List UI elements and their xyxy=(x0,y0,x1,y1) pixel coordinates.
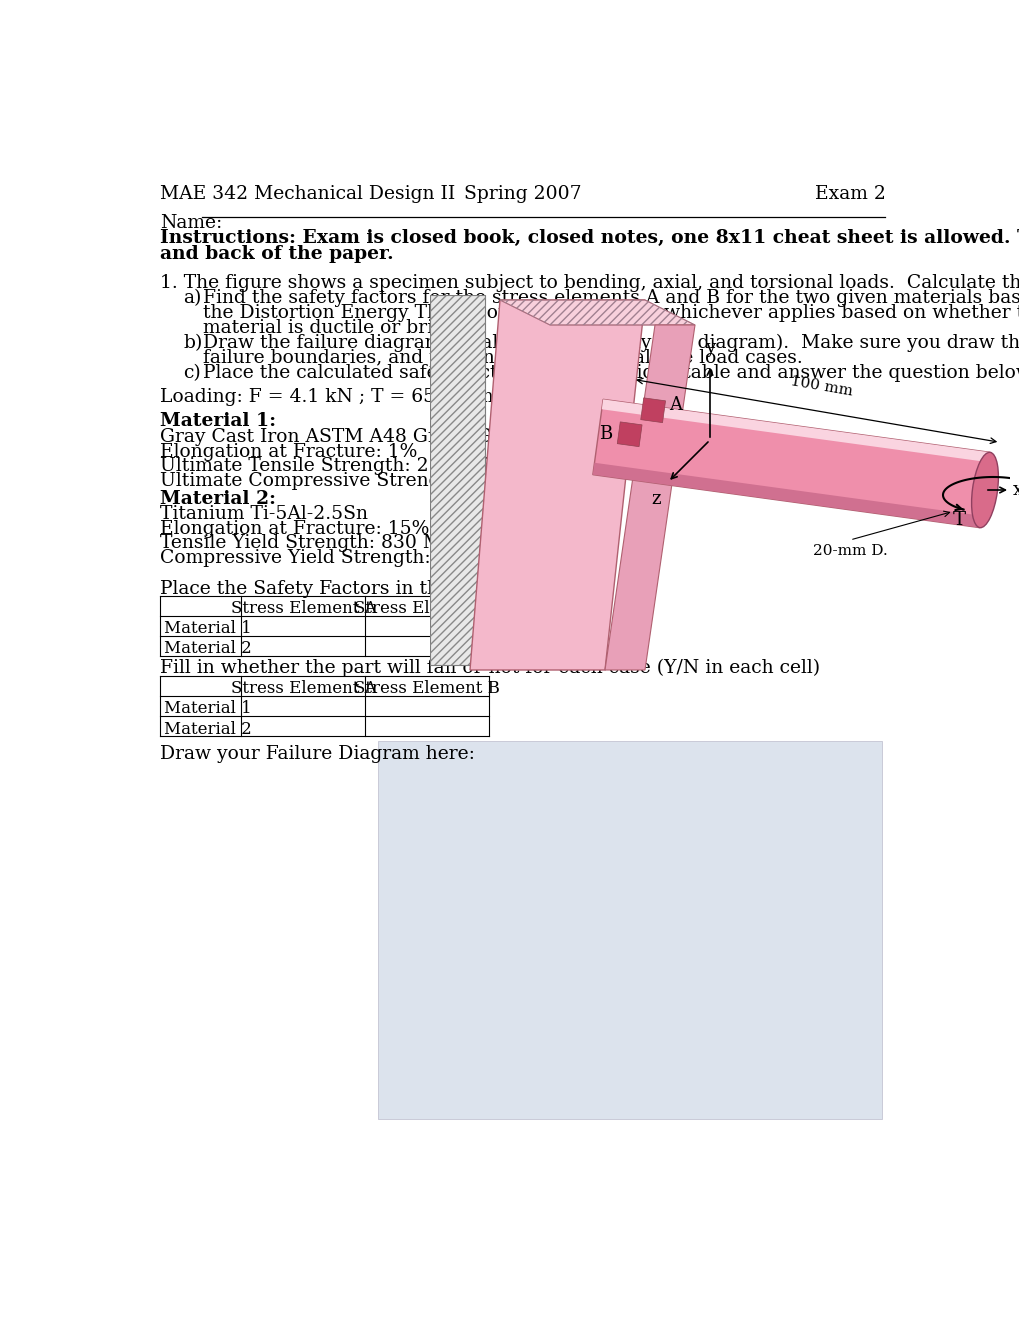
Polygon shape xyxy=(430,294,484,665)
Text: failure boundaries, and plot and clearly label all the load cases.: failure boundaries, and plot and clearly… xyxy=(203,348,802,367)
Text: Stress Element A: Stress Element A xyxy=(230,599,376,616)
Text: Gray Cast Iron ASTM A48 Grade G2: Gray Cast Iron ASTM A48 Grade G2 xyxy=(160,428,503,446)
Bar xyxy=(640,397,664,422)
Text: x: x xyxy=(1012,480,1019,499)
Text: y: y xyxy=(704,339,714,356)
Text: Material 2: Material 2 xyxy=(164,640,252,657)
Text: Draw your Failure Diagram here:: Draw your Failure Diagram here: xyxy=(160,744,475,763)
Text: and back of the paper.: and back of the paper. xyxy=(160,244,393,263)
Text: Find the safety factors for the stress elements A and B for the two given materi: Find the safety factors for the stress e… xyxy=(203,289,1019,308)
Text: Place the Safety Factors in this table:: Place the Safety Factors in this table: xyxy=(160,579,514,598)
Text: Material 1: Material 1 xyxy=(164,620,252,638)
Text: Name:: Name: xyxy=(160,214,222,232)
Text: Elongation at Fracture: 15%: Elongation at Fracture: 15% xyxy=(160,520,429,537)
Text: Draw the failure diagram for all the cases (only one diagram).  Make sure you dr: Draw the failure diagram for all the cas… xyxy=(203,334,1019,352)
Text: 1. The figure shows a specimen subject to bending, axial, and torsional loads.  : 1. The figure shows a specimen subject t… xyxy=(160,275,1019,292)
Text: T: T xyxy=(952,511,965,529)
Text: material is ductile or brittle.: material is ductile or brittle. xyxy=(203,318,471,337)
Text: b): b) xyxy=(183,334,203,352)
Text: a): a) xyxy=(183,289,202,308)
Text: Compressive Yield Strength:  830 MPa: Compressive Yield Strength: 830 MPa xyxy=(160,549,526,566)
Text: Spring 2007: Spring 2007 xyxy=(464,185,581,203)
Text: Material 2:: Material 2: xyxy=(160,490,276,507)
Polygon shape xyxy=(499,300,694,325)
Text: z: z xyxy=(650,490,660,508)
Text: Stress Element A: Stress Element A xyxy=(230,680,376,697)
Bar xyxy=(616,422,641,446)
Polygon shape xyxy=(592,400,989,528)
Text: Titanium Ti-5Al-2.5Sn: Titanium Ti-5Al-2.5Sn xyxy=(160,506,368,523)
Text: Stress Element B: Stress Element B xyxy=(355,680,500,697)
Text: 100 mm: 100 mm xyxy=(789,375,853,399)
Text: Ultimate Tensile Strength: 276 MPa: Ultimate Tensile Strength: 276 MPa xyxy=(160,457,499,475)
Text: B: B xyxy=(599,425,612,442)
Text: Material 1:: Material 1: xyxy=(160,412,276,430)
Ellipse shape xyxy=(971,453,998,528)
Text: Material 1: Material 1 xyxy=(164,701,252,718)
Text: Fill in whether the part will fail or not for each case (Y/N in each cell): Fill in whether the part will fail or no… xyxy=(160,659,819,677)
Polygon shape xyxy=(470,300,644,671)
Text: the Distortion Energy Theory or Modified Mohr, whichever applies based on whethe: the Distortion Energy Theory or Modified… xyxy=(203,304,1019,322)
Text: Loading: F = 4.1 kN ; T = 650 N-m ; P = –8 kN: Loading: F = 4.1 kN ; T = 650 N-m ; P = … xyxy=(160,388,606,405)
Polygon shape xyxy=(592,463,980,528)
Text: Elongation at Fracture: 1%: Elongation at Fracture: 1% xyxy=(160,442,417,461)
Text: Instructions: Exam is closed book, closed notes, one 8x11 cheat sheet is allowed: Instructions: Exam is closed book, close… xyxy=(160,230,1019,247)
Bar xyxy=(377,742,880,1118)
Text: Material 2: Material 2 xyxy=(164,721,252,738)
Text: A: A xyxy=(668,396,681,413)
Text: 20-mm D.: 20-mm D. xyxy=(812,544,887,558)
Text: Stress Element B: Stress Element B xyxy=(355,599,500,616)
Polygon shape xyxy=(601,400,989,462)
Text: MAE 342 Mechanical Design II: MAE 342 Mechanical Design II xyxy=(160,185,454,203)
Text: Place the calculated safety factors in the provided table and answer the questio: Place the calculated safety factors in t… xyxy=(203,364,1019,381)
Text: Ultimate Compressive Strength: 827 MPa: Ultimate Compressive Strength: 827 MPa xyxy=(160,471,555,490)
Text: Tensile Yield Strength: 830 MPa: Tensile Yield Strength: 830 MPa xyxy=(160,535,465,552)
Text: c): c) xyxy=(183,364,201,381)
Polygon shape xyxy=(604,325,694,671)
Text: Exam 2: Exam 2 xyxy=(814,185,884,203)
